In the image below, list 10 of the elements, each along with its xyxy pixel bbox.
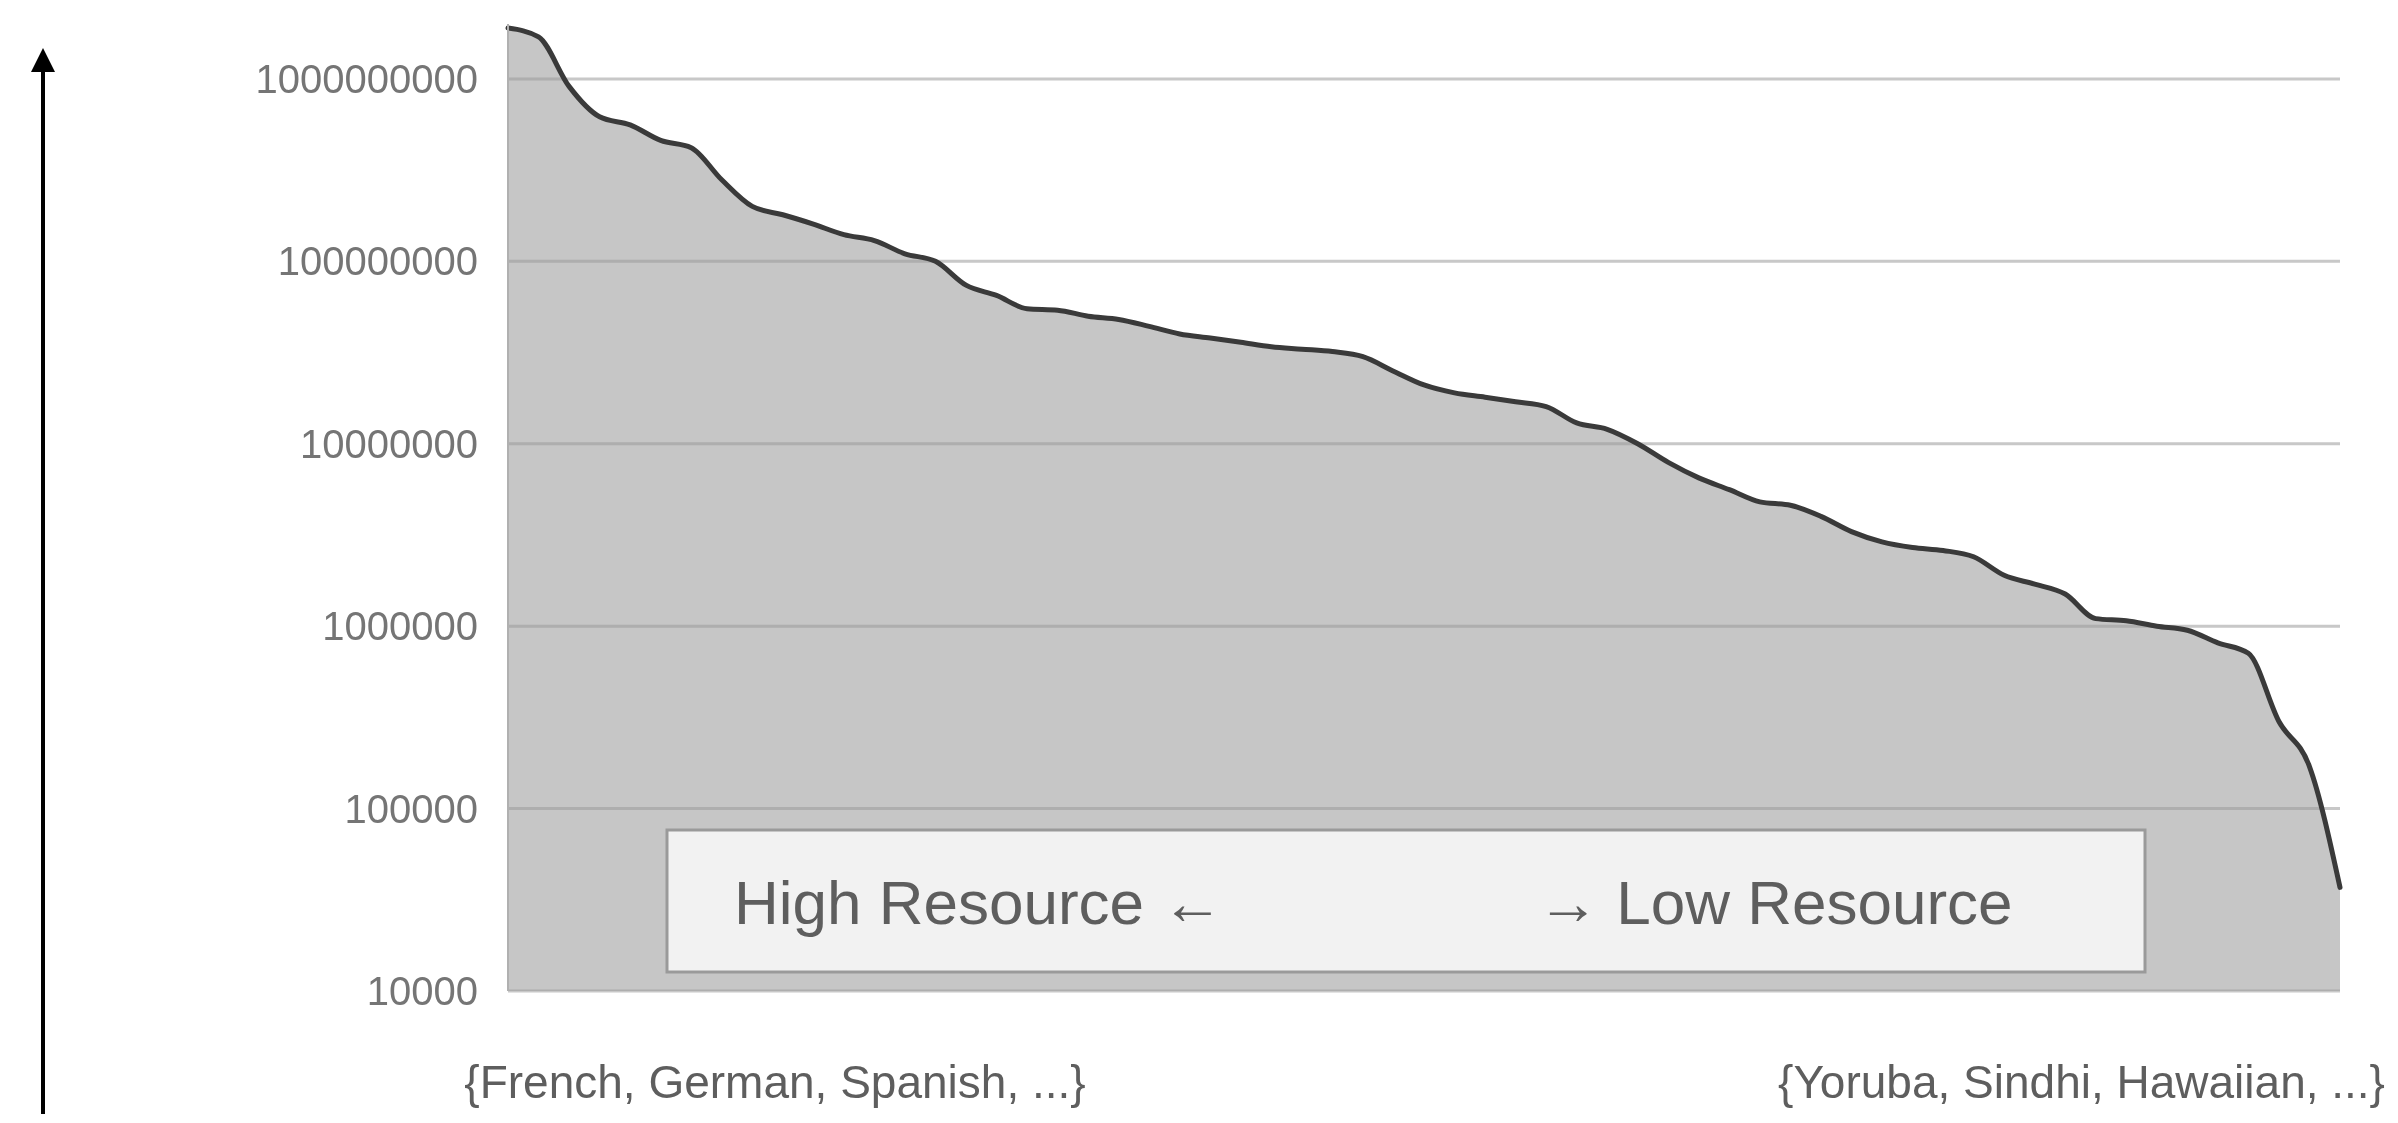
y-tick-label: 100000000	[277, 239, 478, 284]
annotation: → Low Resource	[1537, 868, 2013, 937]
y-tick-label: 1000000	[322, 604, 478, 649]
y-tick-label: 1000000000	[255, 56, 478, 101]
text: {Yoruba, Sindhi, Hawaiian, ...}	[1778, 1056, 2385, 1108]
annotation: High Resource ←	[734, 868, 1224, 937]
y-tick-label: 10000	[366, 969, 478, 1013]
y-tick-label: 10000000	[300, 421, 478, 466]
y-tick-label: 100000	[344, 786, 478, 831]
text: {French, German, Spanish, ...}	[464, 1056, 1086, 1108]
